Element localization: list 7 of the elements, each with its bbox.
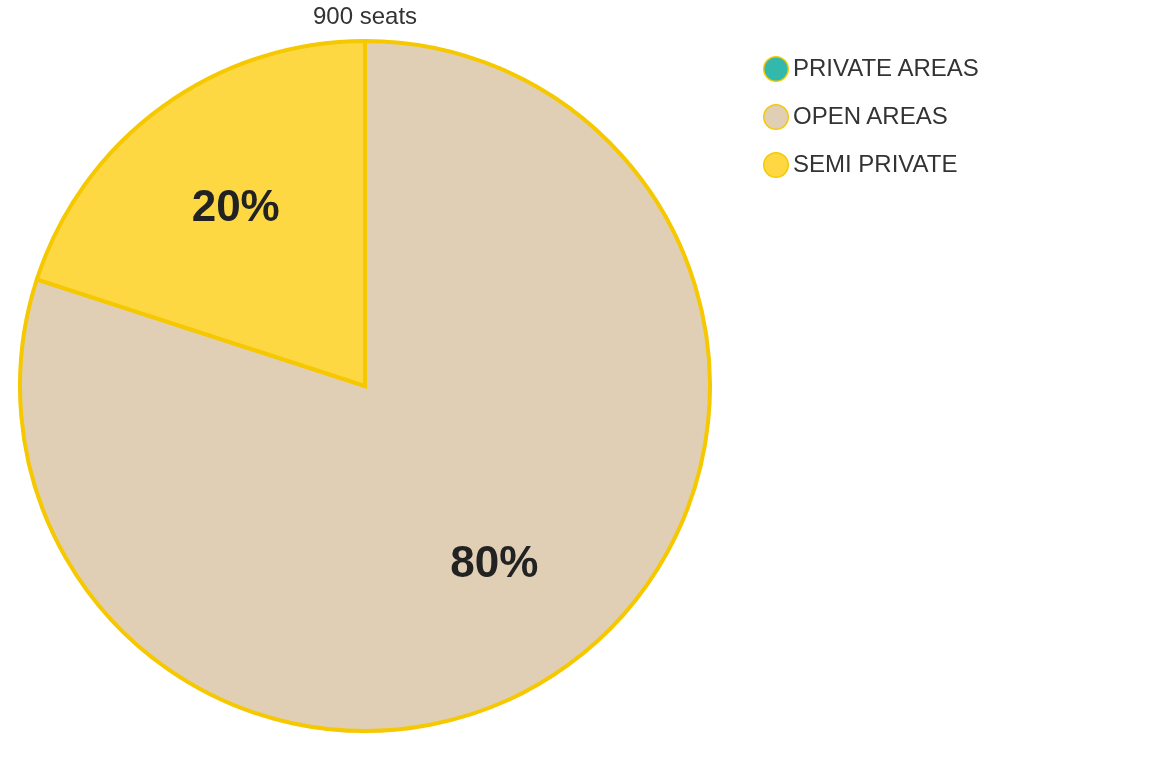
data-label: 80% (450, 536, 539, 586)
pie-slice (18, 39, 712, 733)
legend-label: OPEN AREAS (793, 102, 948, 129)
chart-title: 900 seats (312, 2, 418, 29)
legend-label: PRIVATE AREAS (793, 54, 979, 81)
legend-label: SEMI PRIVATE (793, 150, 958, 177)
data-label: 20% (191, 181, 280, 231)
